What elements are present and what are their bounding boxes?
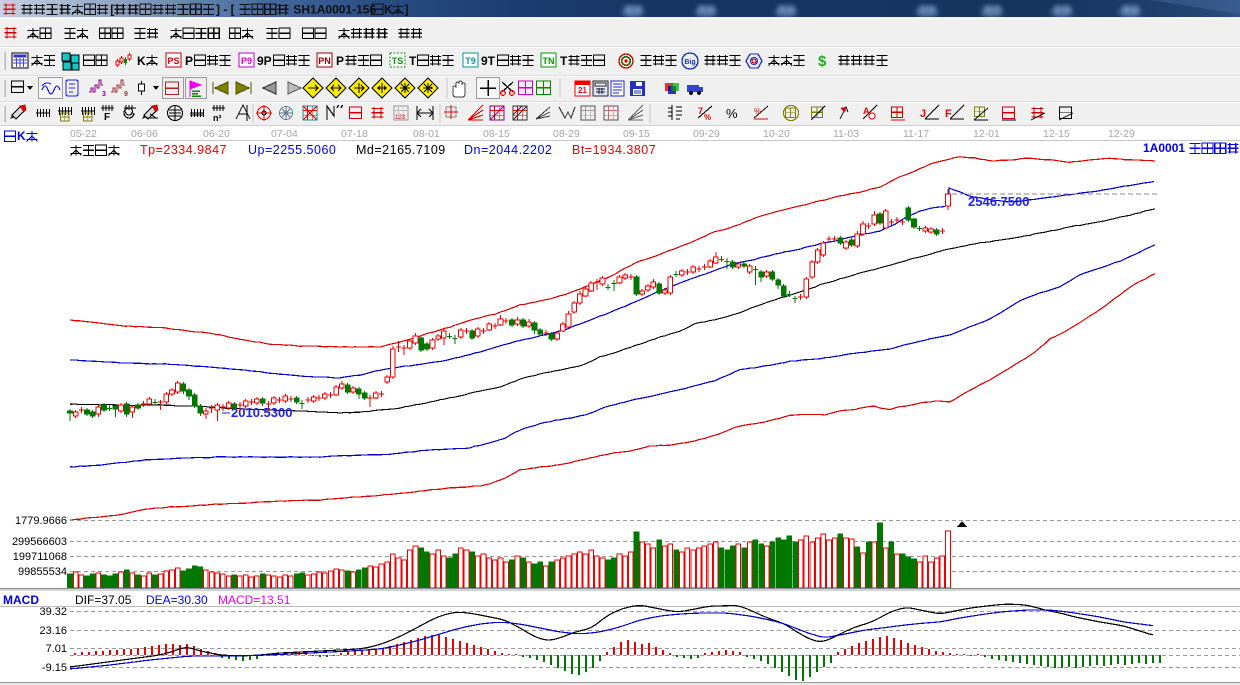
svg-text:]: ] bbox=[405, 3, 409, 17]
svg-text:DIF=37.05: DIF=37.05 bbox=[75, 593, 132, 607]
svg-text:12-15: 12-15 bbox=[1043, 128, 1070, 140]
svg-text:05-22: 05-22 bbox=[70, 128, 97, 140]
svg-text:F: F bbox=[104, 112, 110, 123]
svg-text:199711068: 199711068 bbox=[13, 551, 67, 563]
svg-text:2010.5300: 2010.5300 bbox=[231, 405, 292, 420]
svg-text:T: T bbox=[560, 54, 568, 68]
svg-text:7: 7 bbox=[698, 106, 703, 116]
svg-text:TN: TN bbox=[543, 56, 555, 66]
svg-text:T: T bbox=[409, 54, 417, 68]
svg-text:P9: P9 bbox=[241, 56, 252, 66]
svg-text:Tp=2334.9847: Tp=2334.9847 bbox=[140, 143, 227, 157]
svg-text:99855534: 99855534 bbox=[18, 566, 67, 578]
svg-text:08-29: 08-29 bbox=[553, 128, 580, 140]
svg-text:21: 21 bbox=[578, 86, 587, 95]
svg-text:09-15: 09-15 bbox=[623, 128, 650, 140]
svg-text:2546.7500: 2546.7500 bbox=[968, 194, 1029, 209]
svg-text:DEA=30.30: DEA=30.30 bbox=[146, 593, 208, 607]
svg-text:%: % bbox=[726, 106, 738, 121]
svg-text:T9: T9 bbox=[465, 56, 476, 66]
svg-text:09-29: 09-29 bbox=[693, 128, 720, 140]
svg-text:10-20: 10-20 bbox=[763, 128, 790, 140]
svg-text:Dn=2044.2202: Dn=2044.2202 bbox=[464, 143, 552, 157]
svg-text:07-04: 07-04 bbox=[271, 128, 298, 140]
svg-text:TS: TS bbox=[392, 56, 404, 66]
svg-text:] - [: ] - [ bbox=[216, 3, 235, 17]
svg-text:Big: Big bbox=[684, 59, 695, 66]
svg-text:K: K bbox=[137, 54, 146, 68]
svg-text:$: $ bbox=[818, 53, 827, 70]
svg-text:08-01: 08-01 bbox=[413, 128, 440, 140]
svg-text:%: % bbox=[754, 107, 761, 116]
svg-text:1A0001: 1A0001 bbox=[1143, 141, 1185, 155]
svg-text:06-06: 06-06 bbox=[131, 128, 158, 140]
svg-text:n²: n² bbox=[213, 113, 222, 123]
svg-text:08-15: 08-15 bbox=[483, 128, 510, 140]
svg-text:3: 3 bbox=[102, 91, 106, 98]
svg-text:P: P bbox=[336, 54, 344, 68]
svg-text:39.32: 39.32 bbox=[39, 606, 67, 618]
svg-text:PS: PS bbox=[167, 56, 179, 66]
svg-text:SH1A0001-156: SH1A0001-156 bbox=[293, 3, 376, 17]
svg-text:12-01: 12-01 bbox=[973, 128, 1000, 140]
svg-text:299566603: 299566603 bbox=[12, 536, 67, 548]
svg-text:P: P bbox=[185, 54, 193, 68]
svg-text:K: K bbox=[384, 3, 393, 17]
svg-text:%: % bbox=[704, 113, 711, 122]
svg-text:A: A bbox=[863, 106, 870, 116]
svg-text:11-03: 11-03 bbox=[833, 128, 859, 140]
svg-text:9T: 9T bbox=[481, 54, 496, 68]
svg-text:F: F bbox=[945, 108, 952, 120]
svg-text:MACD: MACD bbox=[3, 593, 39, 607]
svg-text:Md=2165.7109: Md=2165.7109 bbox=[356, 143, 446, 157]
svg-text:12-29: 12-29 bbox=[1108, 128, 1135, 140]
svg-text:Up=2255.5060: Up=2255.5060 bbox=[248, 143, 336, 157]
svg-text:Bt=1934.3807: Bt=1934.3807 bbox=[572, 143, 656, 157]
svg-text:MACD=13.51: MACD=13.51 bbox=[218, 593, 291, 607]
svg-text:9P: 9P bbox=[257, 54, 272, 68]
svg-text:[: [ bbox=[110, 3, 114, 17]
svg-text:123: 123 bbox=[395, 115, 406, 121]
svg-text:07-18: 07-18 bbox=[341, 128, 368, 140]
svg-text:23.16: 23.16 bbox=[39, 625, 67, 637]
svg-text:06-20: 06-20 bbox=[203, 128, 230, 140]
svg-text:PN: PN bbox=[318, 56, 331, 66]
svg-text:J: J bbox=[920, 108, 926, 120]
svg-text:1779.9666: 1779.9666 bbox=[15, 515, 67, 527]
svg-text:-9.15: -9.15 bbox=[42, 662, 67, 674]
svg-text:9: 9 bbox=[124, 91, 128, 98]
svg-text:7.01: 7.01 bbox=[46, 643, 67, 655]
svg-text:11-17: 11-17 bbox=[903, 128, 929, 140]
svg-text:K: K bbox=[17, 129, 26, 143]
